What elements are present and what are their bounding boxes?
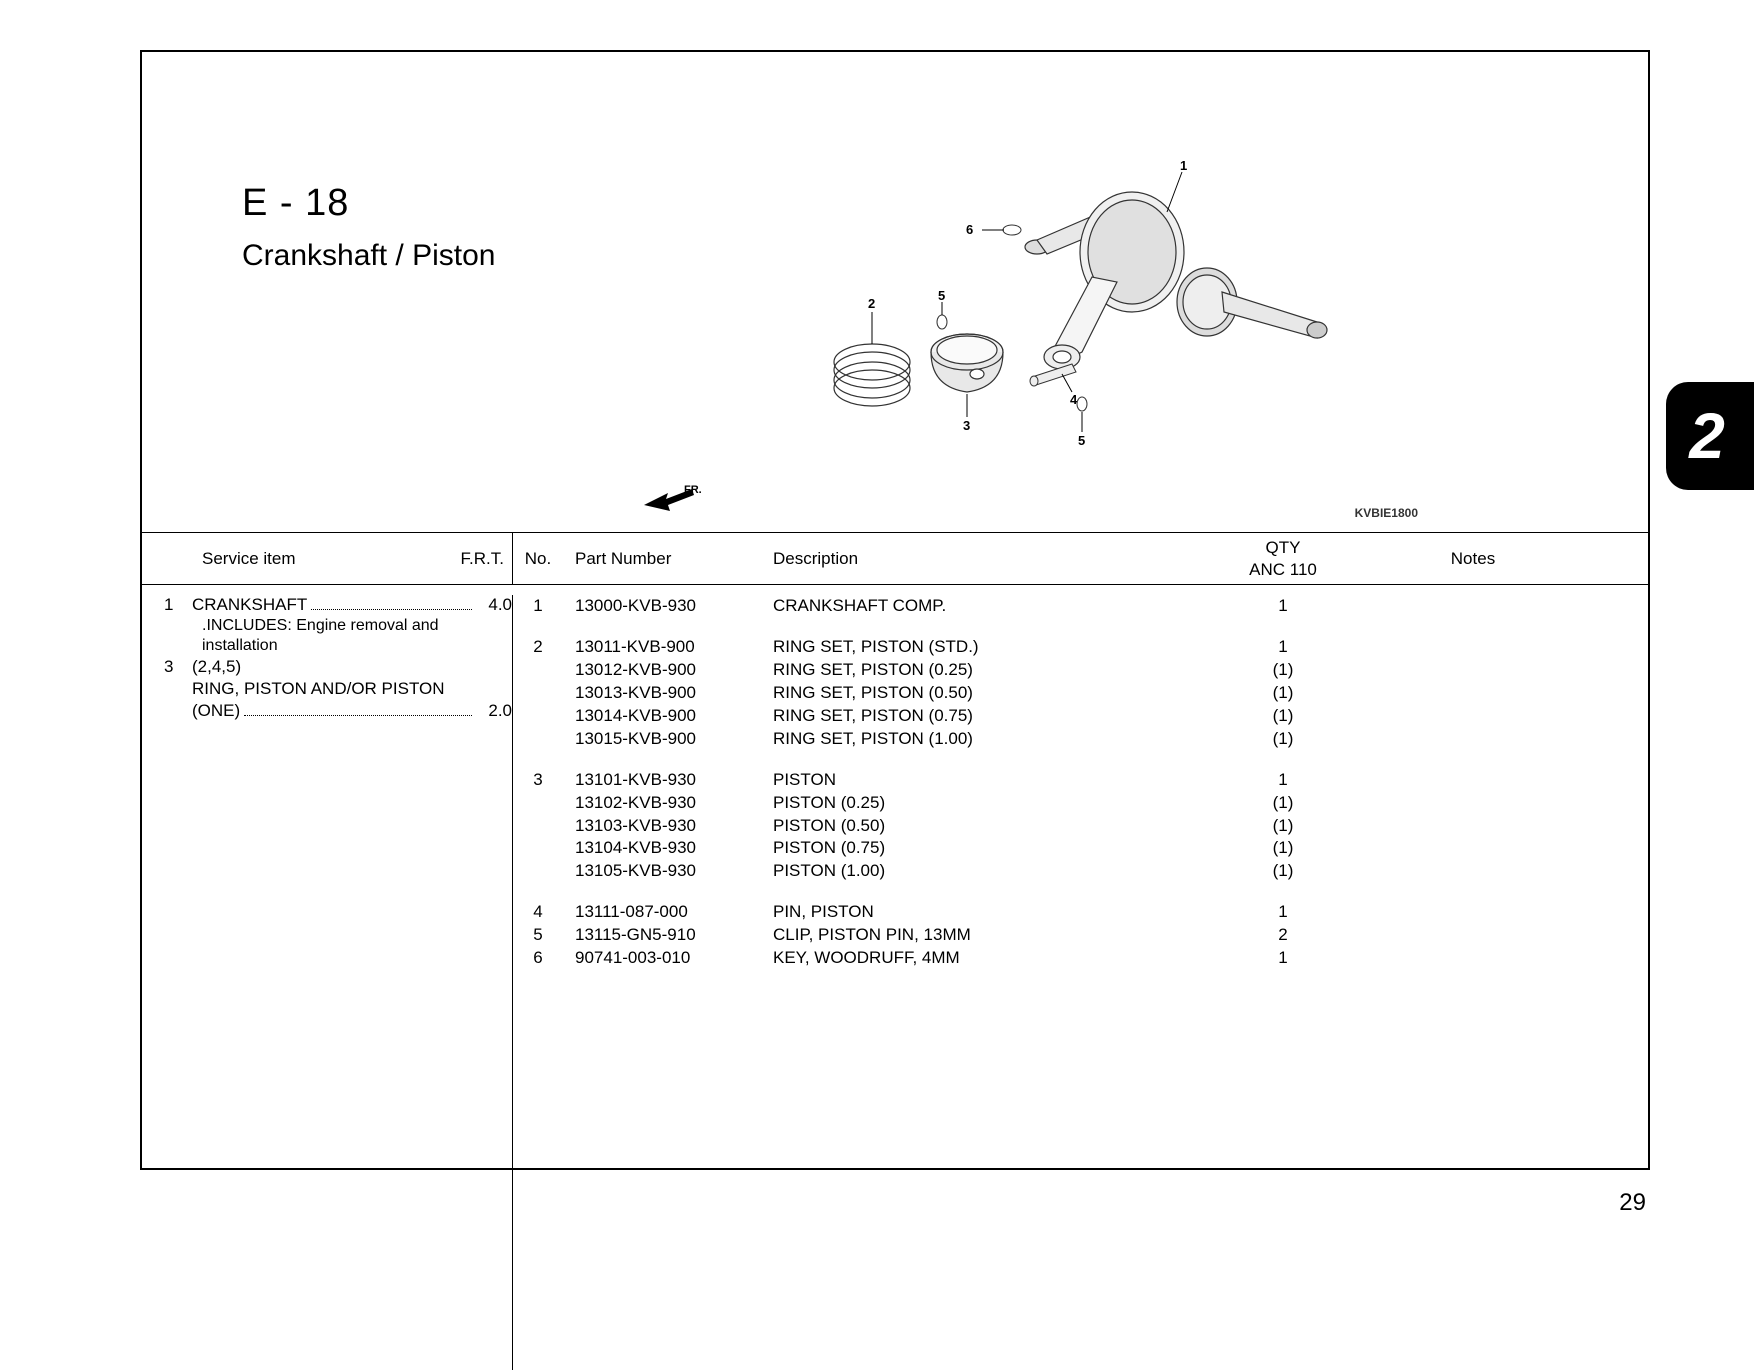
table-header-row: Service item F.R.T. No. Part Number Desc… bbox=[142, 533, 1648, 585]
svg-text:5: 5 bbox=[938, 288, 945, 303]
section-tab: 2 bbox=[1666, 382, 1754, 490]
header-area: E - 18 Crankshaft / Piston bbox=[142, 52, 1648, 532]
section-title: Crankshaft / Piston bbox=[242, 239, 495, 273]
part-row: 13102-KVB-930PISTON (0.25)(1) bbox=[513, 792, 1648, 815]
service-item: RING, PISTON AND/OR PISTON bbox=[164, 679, 512, 699]
part-row: 513115-GN5-910CLIP, PISTON PIN, 13MM2 bbox=[513, 924, 1648, 947]
part-row: 13014-KVB-900RING SET, PISTON (0.75)(1) bbox=[513, 705, 1648, 728]
part-row: 413111-087-000PIN, PISTON1 bbox=[513, 901, 1648, 924]
part-row: 690741-003-010KEY, WOODRUFF, 4MM1 bbox=[513, 947, 1648, 970]
header-notes: Notes bbox=[1373, 549, 1573, 569]
part-row: 13104-KVB-930PISTON (0.75)(1) bbox=[513, 837, 1648, 860]
part-row: 213011-KVB-900RING SET, PISTON (STD.)1 bbox=[513, 636, 1648, 659]
parts-column: 113000-KVB-930CRANKSHAFT COMP.1 213011-KV… bbox=[512, 595, 1648, 1370]
fr-label: FR. bbox=[684, 484, 702, 496]
header-frt: F.R.T. bbox=[452, 549, 512, 569]
title-block: E - 18 Crankshaft / Piston bbox=[242, 182, 495, 273]
service-column: 1CRANKSHAFT4.0.INCLUDES: Engine removal … bbox=[142, 595, 512, 1370]
header-desc: Description bbox=[763, 549, 1193, 569]
service-item: (ONE)2.0 bbox=[164, 701, 512, 721]
part-row: 113000-KVB-930CRANKSHAFT COMP.1 bbox=[513, 595, 1648, 618]
service-item: 1CRANKSHAFT4.0 bbox=[164, 595, 512, 615]
part-row: 313101-KVB-930PISTON1 bbox=[513, 769, 1648, 792]
page-number: 29 bbox=[1619, 1189, 1646, 1217]
svg-text:5: 5 bbox=[1078, 433, 1085, 448]
exploded-diagram: 1 6 4 bbox=[762, 152, 1442, 492]
svg-text:6: 6 bbox=[966, 222, 973, 237]
svg-text:2: 2 bbox=[868, 296, 875, 311]
part-row: 13013-KVB-900RING SET, PISTON (0.50)(1) bbox=[513, 682, 1648, 705]
header-part: Part Number bbox=[563, 549, 763, 569]
part-row: 13105-KVB-930PISTON (1.00)(1) bbox=[513, 860, 1648, 883]
parts-table: Service item F.R.T. No. Part Number Desc… bbox=[142, 532, 1648, 1172]
diagram-code: KVBIE1800 bbox=[1355, 506, 1418, 520]
front-arrow-icon: FR. bbox=[642, 483, 712, 518]
svg-text:1: 1 bbox=[1180, 158, 1187, 173]
part-row: 13103-KVB-930PISTON (0.50)(1) bbox=[513, 815, 1648, 838]
header-service: Service item bbox=[142, 549, 452, 569]
section-code: E - 18 bbox=[242, 182, 495, 225]
part-row: 13015-KVB-900RING SET, PISTON (1.00)(1) bbox=[513, 728, 1648, 751]
header-no: No. bbox=[513, 549, 563, 569]
page-frame: E - 18 Crankshaft / Piston bbox=[140, 50, 1650, 1170]
header-qty: QTYANC 110 bbox=[1193, 537, 1373, 580]
table-body: 1CRANKSHAFT4.0.INCLUDES: Engine removal … bbox=[142, 585, 1648, 1370]
part-row: 13012-KVB-900RING SET, PISTON (0.25)(1) bbox=[513, 659, 1648, 682]
svg-text:3: 3 bbox=[963, 418, 970, 433]
service-item: 3(2,4,5) bbox=[164, 657, 512, 677]
